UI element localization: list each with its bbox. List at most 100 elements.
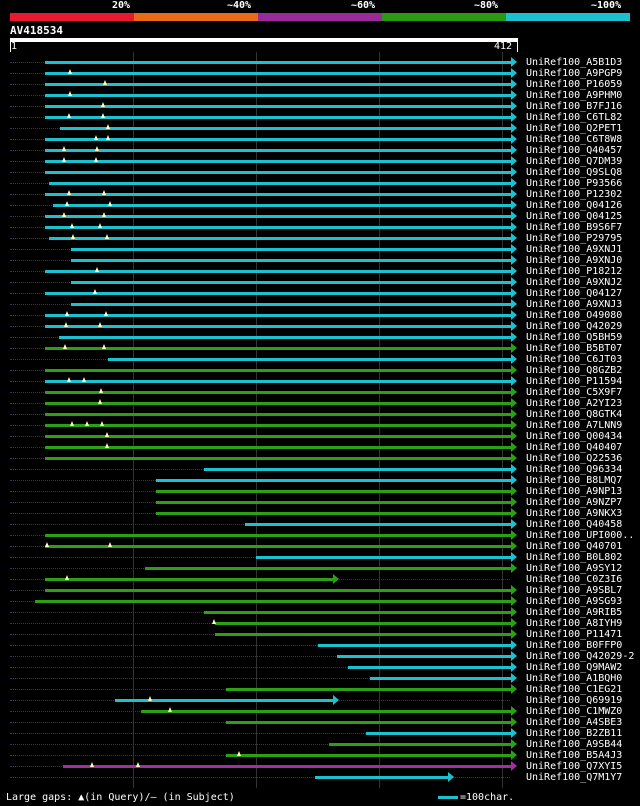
hit-name-link[interactable]: UniRef100_Q9MAW2 xyxy=(526,662,623,673)
hit-name-link[interactable]: UniRef100_A9XNJ3 xyxy=(526,299,623,310)
hit-row[interactable]: UniRef100_Q8GZB2 xyxy=(0,365,640,376)
hit-row[interactable]: UniRef100_B0FFP0 xyxy=(0,640,640,651)
hit-row[interactable]: UniRef100_Q04127 xyxy=(0,288,640,299)
hit-name-link[interactable]: UniRef100_B0FFP0 xyxy=(526,640,623,651)
alignment-bar[interactable] xyxy=(49,182,511,185)
alignment-bar[interactable] xyxy=(141,710,511,713)
alignment-bar[interactable] xyxy=(156,512,511,515)
hit-row[interactable]: UniRef100_Q7XYI5 xyxy=(0,761,640,772)
hit-row[interactable]: UniRef100_A9NKX3 xyxy=(0,508,640,519)
hit-name-link[interactable]: UniRef100_A9SBL7 xyxy=(526,585,623,596)
alignment-bar[interactable] xyxy=(337,655,511,658)
hit-name-link[interactable]: UniRef100_Q22536 xyxy=(526,453,623,464)
hit-row[interactable]: UniRef100_UPI000.. xyxy=(0,530,640,541)
hit-name-link[interactable]: UniRef100_A9SG93 xyxy=(526,596,623,607)
hit-name-link[interactable]: UniRef100_P16059 xyxy=(526,79,623,90)
hit-row[interactable]: UniRef100_Q42029-2 xyxy=(0,651,640,662)
alignment-bar[interactable] xyxy=(45,94,511,97)
alignment-bar[interactable] xyxy=(45,534,511,537)
hit-row[interactable]: UniRef100_A9XNJ0 xyxy=(0,255,640,266)
hit-name-link[interactable]: UniRef100_P11471 xyxy=(526,629,623,640)
hit-row[interactable]: UniRef100_P12302 xyxy=(0,189,640,200)
alignment-bar[interactable] xyxy=(226,688,511,691)
hit-row[interactable]: UniRef100_P16059 xyxy=(0,79,640,90)
hit-name-link[interactable]: UniRef100_A9NZP7 xyxy=(526,497,623,508)
hit-name-link[interactable]: UniRef100_Q04127 xyxy=(526,288,623,299)
alignment-bar[interactable] xyxy=(45,116,511,119)
hit-row[interactable]: UniRef100_A2YI23 xyxy=(0,398,640,409)
hit-name-link[interactable]: UniRef100_C1MWZ0 xyxy=(526,706,623,717)
hit-row[interactable]: UniRef100_B5BT07 xyxy=(0,343,640,354)
hit-name-link[interactable]: UniRef100_B8LMQ7 xyxy=(526,475,623,486)
hit-row[interactable]: UniRef100_A9SG93 xyxy=(0,596,640,607)
alignment-bar[interactable] xyxy=(45,413,511,416)
hit-row[interactable]: UniRef100_C1MWZ0 xyxy=(0,706,640,717)
hit-name-link[interactable]: UniRef100_Q04126 xyxy=(526,200,623,211)
alignment-bar[interactable] xyxy=(45,589,511,592)
alignment-bar[interactable] xyxy=(63,765,511,768)
hit-name-link[interactable]: UniRef100_A9SB44 xyxy=(526,739,623,750)
hit-row[interactable]: UniRef100_A5B1D3 xyxy=(0,57,640,68)
hit-name-link[interactable]: UniRef100_A9NKX3 xyxy=(526,508,623,519)
hit-row[interactable]: UniRef100_B7FJ16 xyxy=(0,101,640,112)
hit-row[interactable]: UniRef100_Q40457 xyxy=(0,145,640,156)
hit-row[interactable]: UniRef100_Q7M1Y7 xyxy=(0,772,640,783)
hit-row[interactable]: UniRef100_O49080 xyxy=(0,310,640,321)
hit-row[interactable]: UniRef100_P11471 xyxy=(0,629,640,640)
alignment-bar[interactable] xyxy=(45,325,511,328)
hit-name-link[interactable]: UniRef100_B5BT07 xyxy=(526,343,623,354)
alignment-bar[interactable] xyxy=(108,358,511,361)
hit-name-link[interactable]: UniRef100_O49080 xyxy=(526,310,623,321)
hit-row[interactable]: UniRef100_C6TL82 xyxy=(0,112,640,123)
hit-name-link[interactable]: UniRef100_C6T8W8 xyxy=(526,134,623,145)
hit-name-link[interactable]: UniRef100_A9NP13 xyxy=(526,486,623,497)
hit-row[interactable]: UniRef100_C5X9F7 xyxy=(0,387,640,398)
alignment-bar[interactable] xyxy=(35,600,511,603)
alignment-bar[interactable] xyxy=(45,226,511,229)
hit-name-link[interactable]: UniRef100_Q40407 xyxy=(526,442,623,453)
alignment-bar[interactable] xyxy=(60,127,511,130)
hit-row[interactable]: UniRef100_Q40701 xyxy=(0,541,640,552)
hit-row[interactable]: UniRef100_A9XNJ2 xyxy=(0,277,640,288)
alignment-bar[interactable] xyxy=(71,281,511,284)
hit-row[interactable]: UniRef100_A8IYH9 xyxy=(0,618,640,629)
hit-name-link[interactable]: UniRef100_Q8GTK4 xyxy=(526,409,623,420)
hit-name-link[interactable]: UniRef100_P93566 xyxy=(526,178,623,189)
hit-row[interactable]: UniRef100_Q40407 xyxy=(0,442,640,453)
alignment-bar[interactable] xyxy=(45,72,511,75)
alignment-bar[interactable] xyxy=(71,303,511,306)
alignment-bar[interactable] xyxy=(329,743,511,746)
alignment-bar[interactable] xyxy=(45,292,511,295)
hit-row[interactable]: UniRef100_P29795 xyxy=(0,233,640,244)
hit-name-link[interactable]: UniRef100_Q96334 xyxy=(526,464,623,475)
hit-name-link[interactable]: UniRef100_Q2PET1 xyxy=(526,123,623,134)
hit-row[interactable]: UniRef100_B5A4J3 xyxy=(0,750,640,761)
alignment-bar[interactable] xyxy=(204,611,511,614)
hit-row[interactable]: UniRef100_P11594 xyxy=(0,376,640,387)
hit-row[interactable]: UniRef100_Q5BH59 xyxy=(0,332,640,343)
alignment-bar[interactable] xyxy=(45,402,511,405)
alignment-bar[interactable] xyxy=(45,83,511,86)
hit-name-link[interactable]: UniRef100_C6TL82 xyxy=(526,112,623,123)
alignment-bar[interactable] xyxy=(45,61,511,64)
hit-row[interactable]: UniRef100_C6JT03 xyxy=(0,354,640,365)
hit-row[interactable]: UniRef100_B2ZB11 xyxy=(0,728,640,739)
alignment-bar[interactable] xyxy=(315,776,448,779)
hit-row[interactable]: UniRef100_A9SY12 xyxy=(0,563,640,574)
hit-row[interactable]: UniRef100_Q7DM39 xyxy=(0,156,640,167)
hit-row[interactable]: UniRef100_P18212 xyxy=(0,266,640,277)
alignment-bar[interactable] xyxy=(49,237,511,240)
alignment-bar[interactable] xyxy=(45,435,511,438)
hit-name-link[interactable]: UniRef100_P12302 xyxy=(526,189,623,200)
hit-name-link[interactable]: UniRef100_C0Z3I6 xyxy=(526,574,623,585)
alignment-bar[interactable] xyxy=(45,149,511,152)
alignment-bar[interactable] xyxy=(45,105,511,108)
hit-row[interactable]: UniRef100_P93566 xyxy=(0,178,640,189)
hit-name-link[interactable]: UniRef100_C1EG21 xyxy=(526,684,623,695)
alignment-bar[interactable] xyxy=(226,754,511,757)
hit-row[interactable]: UniRef100_C1EG21 xyxy=(0,684,640,695)
hit-name-link[interactable]: UniRef100_Q40701 xyxy=(526,541,623,552)
alignment-bar[interactable] xyxy=(45,138,511,141)
hit-row[interactable]: UniRef100_A9XNJ1 xyxy=(0,244,640,255)
hit-name-link[interactable]: UniRef100_Q9SLQ8 xyxy=(526,167,623,178)
